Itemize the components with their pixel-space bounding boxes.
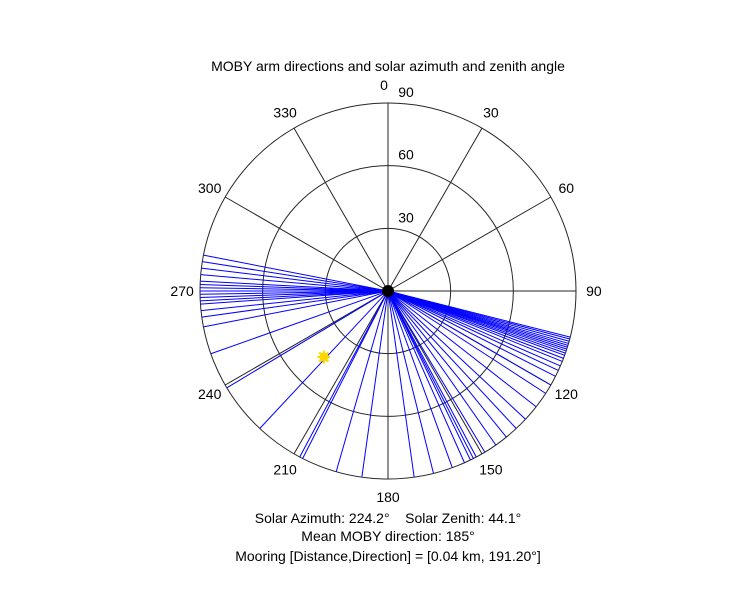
theta-tick-label: 120: [555, 386, 579, 402]
arm-line-29: [387, 290, 415, 478]
arm-line-50: [202, 261, 389, 292]
arm-line-25: [387, 290, 471, 461]
grid-spoke-210: [293, 290, 389, 455]
theta-tick-label: 330: [273, 105, 297, 121]
theta-tick-label: 0: [380, 77, 388, 93]
grid-spoke-330: [293, 127, 389, 292]
arm-line-9: [387, 290, 565, 356]
arm-line-20: [387, 290, 507, 438]
arm-line-10: [387, 290, 564, 359]
chart-title: MOBY arm directions and solar azimuth an…: [211, 58, 565, 74]
sun-core: [319, 352, 329, 362]
arm-line-19: [387, 290, 517, 429]
arm-line-43: [200, 290, 389, 295]
r-tick-label: 60: [398, 147, 414, 163]
arm-line-30: [361, 290, 389, 478]
solar-info-text: Solar Azimuth: 224.2° Solar Zenith: 44.1…: [255, 510, 521, 526]
arm-line-42: [200, 290, 389, 299]
mean-direction-text: Mean MOBY direction: 185°: [301, 528, 474, 544]
mooring-text: Mooring [Distance,Direction] = [0.04 km,…: [235, 548, 541, 564]
arm-line-21: [387, 290, 497, 446]
arm-line-22: [387, 290, 486, 453]
arm-line-45: [200, 287, 389, 292]
arm-line-13: [387, 290, 559, 371]
theta-tick-label: 300: [198, 180, 222, 196]
arm-line-46: [200, 283, 389, 292]
grid-spoke-30: [387, 127, 483, 292]
arm-line-35: [226, 290, 389, 389]
grid-spoke-150: [387, 290, 483, 455]
theta-tick-label: 270: [170, 283, 194, 299]
grid-spoke-60: [387, 196, 552, 292]
r-tick-label: 90: [398, 84, 414, 100]
arm-line-17: [387, 290, 537, 408]
arm-line-14: [387, 290, 556, 377]
center-marker: [382, 285, 394, 297]
theta-tick-label: 60: [559, 180, 575, 196]
tick-labels: 0 30 60 90 120 150 180 210 240 270 300 330 30 60 90: [170, 77, 601, 505]
arm-line-24: [387, 290, 474, 459]
arm-line-36: [210, 290, 389, 355]
grid-spoke-240: [224, 290, 389, 386]
arm-line-16: [387, 290, 546, 394]
theta-tick-label: 210: [273, 461, 297, 477]
arm-line-27: [387, 290, 453, 468]
arm-line-11: [387, 290, 563, 362]
arm-direction-lines: [200, 254, 571, 478]
arm-line-41: [200, 290, 389, 302]
arm-line-31: [335, 290, 389, 472]
theta-tick-label: 90: [586, 283, 602, 299]
r-tick-label: 30: [398, 209, 414, 225]
arm-line-23: [387, 290, 477, 458]
theta-tick-label: 180: [376, 489, 400, 505]
theta-tick-label: 240: [198, 386, 222, 402]
grid-spoke-300: [224, 196, 389, 292]
arm-line-32: [302, 290, 389, 459]
arm-line-12: [387, 290, 561, 367]
arm-line-38: [201, 290, 389, 318]
theta-tick-label: 30: [483, 105, 499, 121]
arm-line-15: [387, 290, 552, 386]
sun-marker: [317, 350, 331, 364]
arm-line-37: [203, 290, 389, 328]
arm-line-51: [203, 254, 389, 292]
arm-line-47: [200, 280, 389, 292]
arm-line-48: [200, 274, 389, 292]
arm-line-40: [200, 290, 389, 305]
arm-line-18: [387, 290, 526, 420]
arm-line-39: [200, 290, 389, 312]
arm-line-28: [387, 290, 434, 474]
arm-line-26: [387, 290, 465, 463]
theta-tick-label: 150: [479, 461, 503, 477]
markers: [317, 285, 394, 364]
arm-line-33: [299, 290, 389, 458]
arm-line-49: [201, 267, 389, 292]
